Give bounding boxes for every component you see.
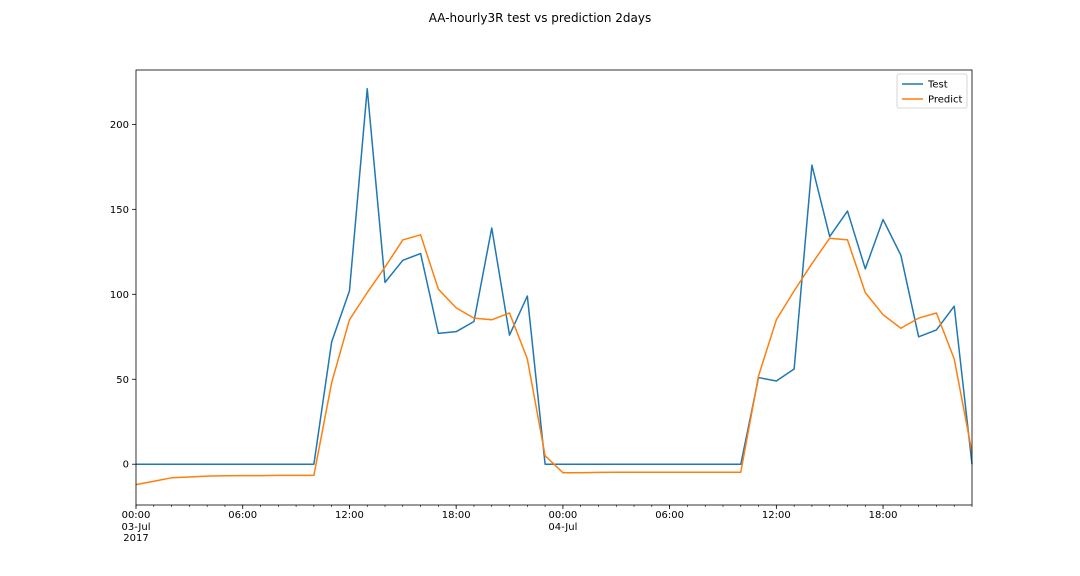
- legend: Test Predict: [896, 73, 968, 109]
- y-tick-label: 100: [110, 290, 129, 301]
- series-line-predict: [135, 234, 973, 486]
- legend-label-predict: Predict: [928, 95, 963, 106]
- y-tick-label: 150: [110, 205, 129, 216]
- y-tick-label: 0: [123, 460, 129, 471]
- plot-lines: [135, 87, 973, 486]
- x-tick-label: 18:00: [442, 510, 471, 521]
- y-tick-label: 200: [110, 120, 129, 131]
- legend-label-test: Test: [927, 80, 948, 91]
- x-tick-sublabel: 04-Jul: [548, 522, 577, 533]
- y-axis: 0 50 100 150 200: [110, 120, 136, 471]
- y-tick-label: 50: [116, 375, 129, 386]
- x-tick-sublabel: 03-Jul: [122, 522, 151, 533]
- x-tick-label: 00:00: [122, 510, 151, 521]
- chart-title: AA-hourly3R test vs prediction 2days: [429, 11, 652, 25]
- series-line-test: [136, 87, 973, 465]
- x-tick-label: 00:00: [548, 510, 577, 521]
- x-tick-label: 06:00: [655, 510, 684, 521]
- x-tick-sublabel: 2017: [123, 533, 148, 544]
- x-tick-label: 18:00: [869, 510, 898, 521]
- plot-frame: [135, 69, 973, 506]
- x-tick-label: 12:00: [762, 510, 791, 521]
- x-tick-label: 06:00: [228, 510, 257, 521]
- x-tick-label: 12:00: [335, 510, 364, 521]
